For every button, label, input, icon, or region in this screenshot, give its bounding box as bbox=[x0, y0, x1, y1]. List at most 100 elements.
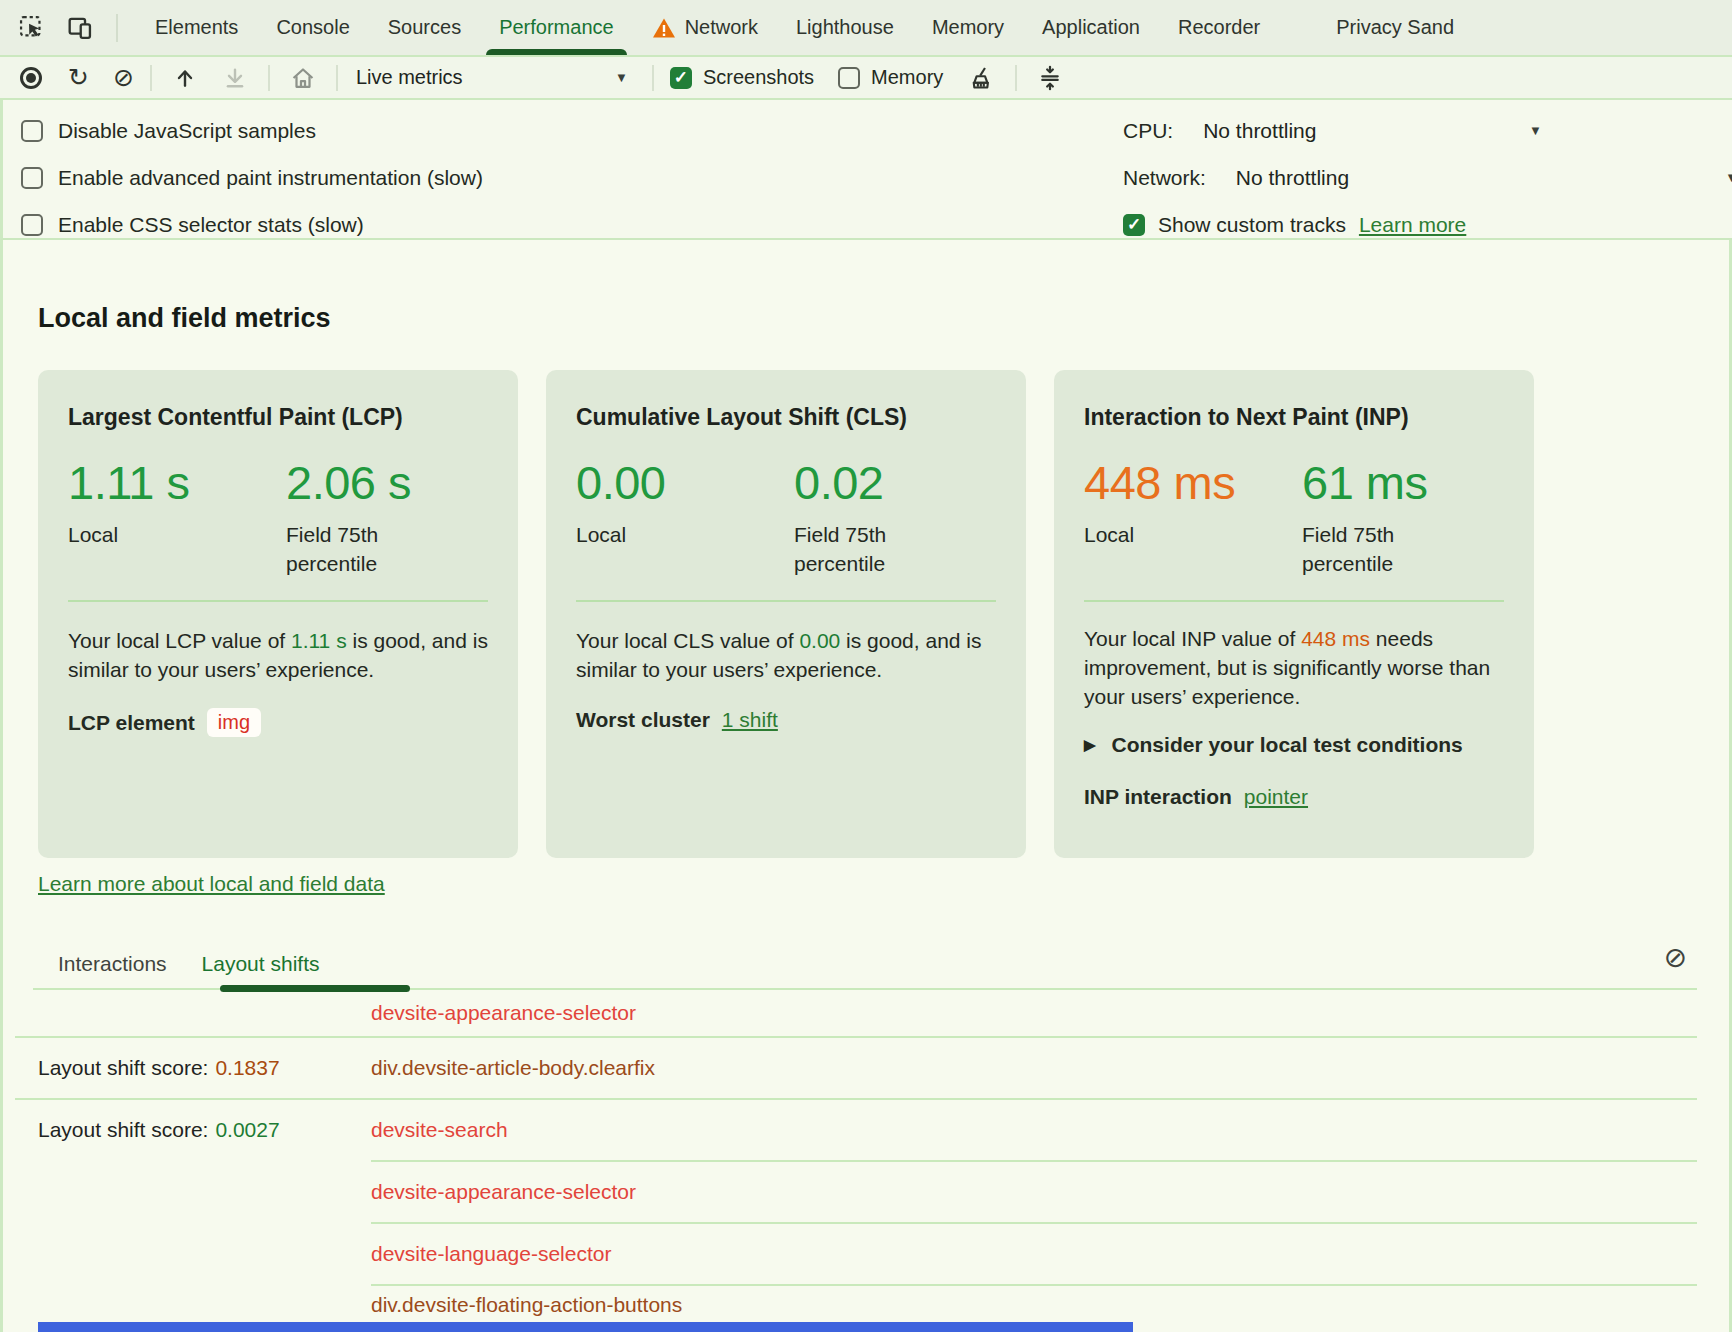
chevron-down-icon: ▼ bbox=[615, 70, 628, 85]
advanced-paint-row[interactable]: Enable advanced paint instrumentation (s… bbox=[21, 154, 483, 201]
inp-interaction-label: INP interaction bbox=[1084, 785, 1232, 809]
custom-tracks-learn-more-link[interactable]: Learn more bbox=[1359, 213, 1466, 237]
tab-privacy-sandbox[interactable]: Privacy Sand bbox=[1317, 0, 1473, 55]
shift-node-link[interactable]: devsite-language-selector bbox=[371, 1242, 611, 1266]
checkbox-unchecked-icon[interactable] bbox=[21, 167, 43, 189]
lcp-field-value: 2.06 s bbox=[286, 455, 488, 510]
divider bbox=[1015, 65, 1017, 91]
table-row[interactable]: Layout shift score: 0.0027 devsite-searc… bbox=[3, 1100, 1729, 1160]
live-metrics-view: Local and field metrics Largest Contentf… bbox=[0, 240, 1732, 1332]
devtools-tabbar: Elements Console Sources Performance Net… bbox=[0, 0, 1732, 57]
expand-arrow-icon: ▶ bbox=[1084, 736, 1096, 754]
memory-checkbox-row[interactable]: Memory bbox=[838, 66, 943, 89]
chevron-down-icon[interactable]: ▼ bbox=[1725, 170, 1732, 185]
inp-card: Interaction to Next Paint (INP) 448 ms L… bbox=[1054, 370, 1534, 858]
warning-icon bbox=[652, 16, 676, 40]
table-row[interactable]: div.devsite-floating-action-buttons bbox=[3, 1286, 1729, 1319]
performance-toolbar: ↻ ⊘ Live metrics ▼ ✓ Screenshots Memory bbox=[0, 57, 1732, 100]
cls-field-value: 0.02 bbox=[794, 455, 996, 510]
device-toolbar-icon[interactable] bbox=[62, 11, 96, 45]
capture-settings: Disable JavaScript samples Enable advanc… bbox=[0, 100, 1732, 240]
inspect-element-icon[interactable] bbox=[14, 11, 48, 45]
checkbox-unchecked-icon[interactable] bbox=[21, 214, 43, 236]
checkbox-checked-icon[interactable]: ✓ bbox=[1123, 214, 1145, 236]
lcp-card: Largest Contentful Paint (LCP) 1.11 s Lo… bbox=[38, 370, 518, 858]
tab-performance[interactable]: Performance bbox=[480, 0, 633, 55]
record-button[interactable] bbox=[20, 67, 42, 89]
checkbox-checked-icon[interactable]: ✓ bbox=[670, 67, 692, 89]
card-title: Cumulative Layout Shift (CLS) bbox=[576, 404, 996, 431]
divider bbox=[268, 65, 270, 91]
card-divider bbox=[68, 600, 488, 602]
network-throttling-row: Network: No throttling ▼ bbox=[1123, 154, 1732, 201]
clear-recording-icon[interactable]: ⊘ bbox=[113, 65, 134, 90]
metric-cards: Largest Contentful Paint (LCP) 1.11 s Lo… bbox=[38, 370, 1694, 858]
shift-node-link[interactable]: devsite-search bbox=[371, 1118, 508, 1142]
tab-memory[interactable]: Memory bbox=[913, 0, 1023, 55]
table-row[interactable]: devsite-appearance-selector bbox=[3, 990, 1729, 1036]
show-custom-tracks-row[interactable]: ✓ Show custom tracks Learn more bbox=[1123, 201, 1732, 240]
tab-recorder[interactable]: Recorder bbox=[1159, 0, 1279, 55]
page-title: Local and field metrics bbox=[38, 302, 1729, 334]
shift-node-link[interactable]: div.devsite-floating-action-buttons bbox=[371, 1293, 682, 1317]
checkbox-unchecked-icon[interactable] bbox=[838, 67, 860, 89]
inp-interaction-link[interactable]: pointer bbox=[1244, 785, 1308, 809]
reload-and-record-icon[interactable]: ↻ bbox=[68, 65, 89, 90]
tab-elements[interactable]: Elements bbox=[136, 0, 257, 55]
lcp-local-value: 1.11 s bbox=[68, 455, 286, 510]
screenshots-checkbox-row[interactable]: ✓ Screenshots bbox=[670, 66, 814, 89]
cls-card: Cumulative Layout Shift (CLS) 0.00 Local… bbox=[546, 370, 1026, 858]
shift-score-value: 0.0027 bbox=[215, 1118, 279, 1142]
lcp-description: Your local LCP value of 1.11 s is good, … bbox=[68, 626, 488, 684]
divider bbox=[150, 65, 152, 91]
garbage-collect-icon[interactable] bbox=[965, 61, 999, 95]
local-field-learn-more-link[interactable]: Learn more about local and field data bbox=[38, 872, 385, 896]
clear-log-icon[interactable]: ⊘ bbox=[1664, 944, 1687, 972]
css-selector-stats-row[interactable]: Enable CSS selector stats (slow) bbox=[21, 201, 483, 240]
worst-cluster-link[interactable]: 1 shift bbox=[722, 708, 778, 732]
checkbox-unchecked-icon[interactable] bbox=[21, 120, 43, 142]
tab-lighthouse[interactable]: Lighthouse bbox=[777, 0, 913, 55]
divider bbox=[652, 65, 654, 91]
card-title: Interaction to Next Paint (INP) bbox=[1084, 404, 1504, 431]
upload-profile-icon[interactable] bbox=[168, 61, 202, 95]
shift-node-link[interactable]: devsite-appearance-selector bbox=[371, 1180, 636, 1204]
lcp-element-node-link[interactable]: img bbox=[207, 708, 261, 737]
tab-layout-shifts[interactable]: Layout shifts bbox=[202, 952, 320, 976]
consider-conditions-expander[interactable]: ▶ Consider your local test conditions bbox=[1084, 733, 1504, 757]
table-row[interactable]: devsite-appearance-selector bbox=[3, 1162, 1729, 1222]
inp-local-value: 448 ms bbox=[1084, 455, 1302, 510]
shift-node-link[interactable]: devsite-appearance-selector bbox=[371, 1001, 636, 1025]
chevron-down-icon[interactable]: ▼ bbox=[1529, 123, 1542, 138]
home-icon[interactable] bbox=[286, 61, 320, 95]
cpu-throttling-select[interactable]: No throttling bbox=[1203, 119, 1316, 143]
table-row[interactable]: devsite-language-selector bbox=[3, 1224, 1729, 1284]
network-throttling-select[interactable]: No throttling bbox=[1236, 166, 1349, 190]
worst-cluster-label: Worst cluster bbox=[576, 708, 710, 732]
tab-sources[interactable]: Sources bbox=[369, 0, 480, 55]
shift-node-link[interactable]: div.devsite-article-body.clearfix bbox=[371, 1056, 655, 1080]
tab-network[interactable]: Network bbox=[633, 0, 777, 55]
cls-local-value: 0.00 bbox=[576, 455, 794, 510]
table-row[interactable]: Layout shift score: 0.1837 div.devsite-a… bbox=[3, 1038, 1729, 1098]
cls-description: Your local CLS value of 0.00 is good, an… bbox=[576, 626, 996, 684]
divider bbox=[116, 14, 118, 42]
inp-description: Your local INP value of 448 ms needs imp… bbox=[1084, 624, 1504, 711]
cpu-throttling-row: CPU: No throttling ▼ bbox=[1123, 107, 1732, 154]
disable-js-samples-row[interactable]: Disable JavaScript samples bbox=[21, 107, 483, 154]
history-dropdown[interactable]: Live metrics ▼ bbox=[354, 66, 636, 89]
tab-interactions[interactable]: Interactions bbox=[58, 952, 167, 976]
layout-shifts-table: devsite-appearance-selector Layout shift… bbox=[3, 990, 1729, 1319]
logs-header: Interactions Layout shifts ⊘ bbox=[3, 952, 1729, 990]
tab-console[interactable]: Console bbox=[257, 0, 368, 55]
selection-highlight-partial bbox=[38, 1322, 1133, 1332]
shift-score-value: 0.1837 bbox=[215, 1056, 279, 1080]
divider bbox=[336, 65, 338, 91]
cpu-label: CPU: bbox=[1123, 119, 1173, 143]
panel-tabs: Elements Console Sources Performance Net… bbox=[136, 0, 1473, 55]
collapse-sections-icon[interactable] bbox=[1033, 61, 1067, 95]
tab-application[interactable]: Application bbox=[1023, 0, 1159, 55]
card-divider bbox=[1084, 600, 1504, 602]
network-label: Network: bbox=[1123, 166, 1206, 190]
download-profile-icon[interactable] bbox=[218, 61, 252, 95]
